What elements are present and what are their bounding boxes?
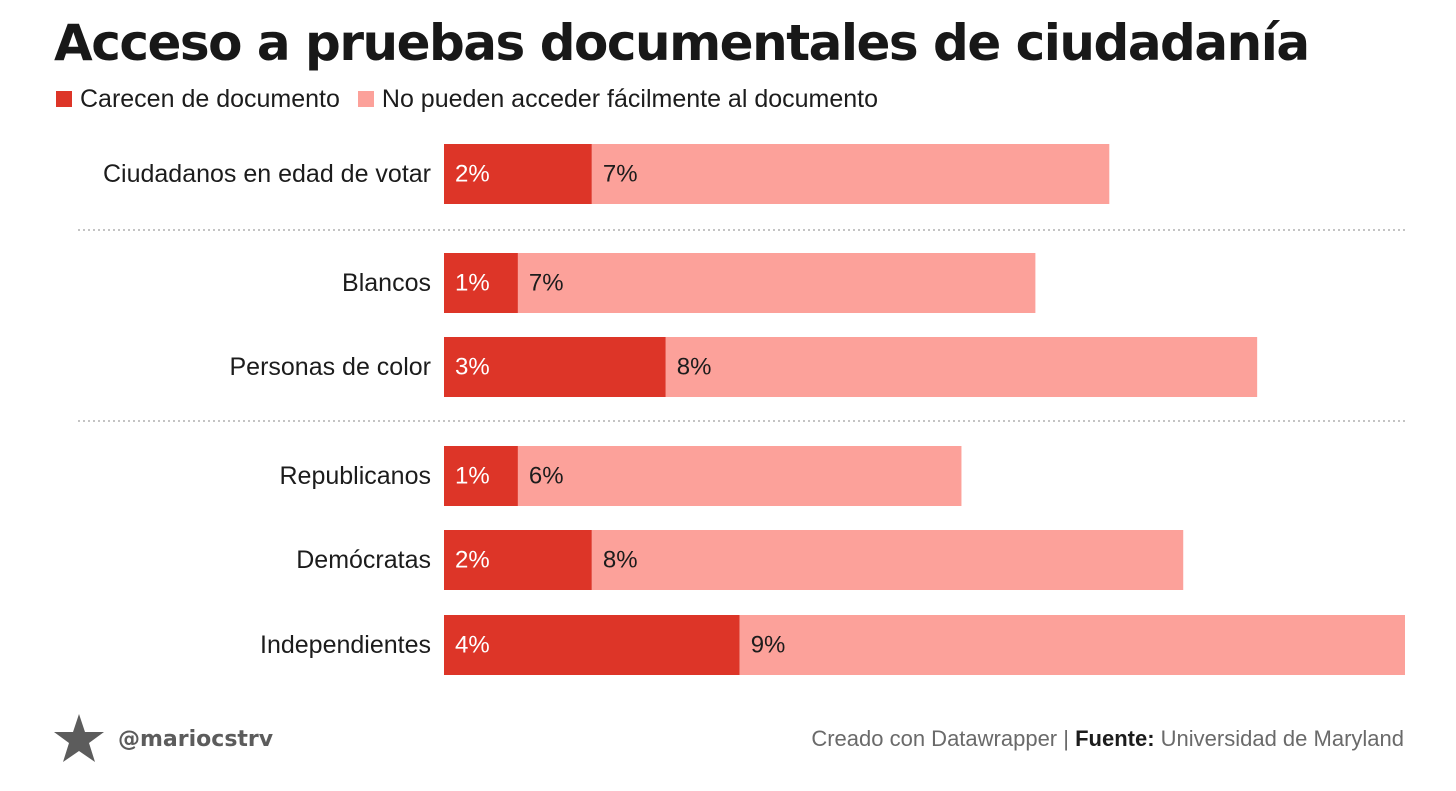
value-label-lack-document-blancos: 1% xyxy=(455,270,490,297)
value-label-cannot-access-personas-de-color: 8% xyxy=(677,354,712,381)
category-label-independientes: Independientes xyxy=(260,631,431,659)
bar-lack-document-blancos xyxy=(444,253,518,313)
value-label-cannot-access-independientes: 9% xyxy=(751,632,786,659)
bar-cannot-access-blancos xyxy=(517,253,1036,313)
value-label-cannot-access-ciudadanos-en-edad-de-votar: 7% xyxy=(603,161,638,188)
legend-item-lack-document: Carecen de documento xyxy=(56,85,340,114)
source-label: Fuente: xyxy=(1075,726,1155,751)
bar-lack-document-personas-de-color xyxy=(444,337,666,397)
value-label-lack-document-independientes: 4% xyxy=(455,632,490,659)
author-block: @mariocstrv xyxy=(52,712,273,766)
bar-cannot-access-democratas xyxy=(591,530,1184,590)
bar-lack-document-independientes xyxy=(444,615,740,675)
category-label-blancos: Blancos xyxy=(342,269,431,297)
value-label-lack-document-personas-de-color: 3% xyxy=(455,354,490,381)
value-label-lack-document-democratas: 2% xyxy=(455,547,490,574)
category-label-democratas: Demócratas xyxy=(296,546,431,574)
value-label-cannot-access-democratas: 8% xyxy=(603,547,638,574)
value-label-lack-document-republicanos: 1% xyxy=(455,463,490,490)
value-label-cannot-access-blancos: 7% xyxy=(529,270,564,297)
value-label-lack-document-ciudadanos-en-edad-de-votar: 2% xyxy=(455,161,490,188)
credit-text: Creado con Datawrapper | xyxy=(811,726,1076,751)
bar-lack-document-democratas xyxy=(444,530,592,590)
footer-credits: Creado con Datawrapper | Fuente: Univers… xyxy=(811,726,1404,752)
category-label-ciudadanos-en-edad-de-votar: Ciudadanos en edad de votar xyxy=(103,160,431,188)
legend-swatch-light xyxy=(357,91,374,107)
legend-label-lack-document: Carecen de documento xyxy=(80,84,340,113)
bar-cannot-access-personas-de-color xyxy=(665,337,1258,397)
star-logo-icon xyxy=(54,714,104,762)
bar-lack-document-republicanos xyxy=(444,446,518,506)
category-label-personas-de-color: Personas de color xyxy=(229,353,431,381)
bar-cannot-access-republicanos xyxy=(517,446,962,506)
value-label-cannot-access-republicanos: 6% xyxy=(529,463,564,490)
stacked-bar-chart: Ciudadanos en edad de votar 2% 7% Blancos 1%… xyxy=(78,144,1405,675)
bar-lack-document-ciudadanos-en-edad-de-votar xyxy=(444,144,592,204)
source-text: Universidad de Maryland xyxy=(1154,726,1404,751)
legend-swatch-dark xyxy=(56,91,72,107)
author-handle: @mariocstrv xyxy=(118,726,274,752)
legend-label-cannot-access: No pueden acceder fácilmente al document… xyxy=(381,84,879,113)
bar-cannot-access-independientes xyxy=(739,615,1405,675)
chart-title: Acceso a pruebas documentales de ciudada… xyxy=(54,14,1310,72)
legend: Carecen de documento No pueden acceder f… xyxy=(56,84,896,114)
bar-cannot-access-ciudadanos-en-edad-de-votar xyxy=(591,144,1110,204)
category-label-republicanos: Republicanos xyxy=(280,462,432,490)
legend-item-cannot-access: No pueden acceder fácilmente al document… xyxy=(357,84,879,114)
